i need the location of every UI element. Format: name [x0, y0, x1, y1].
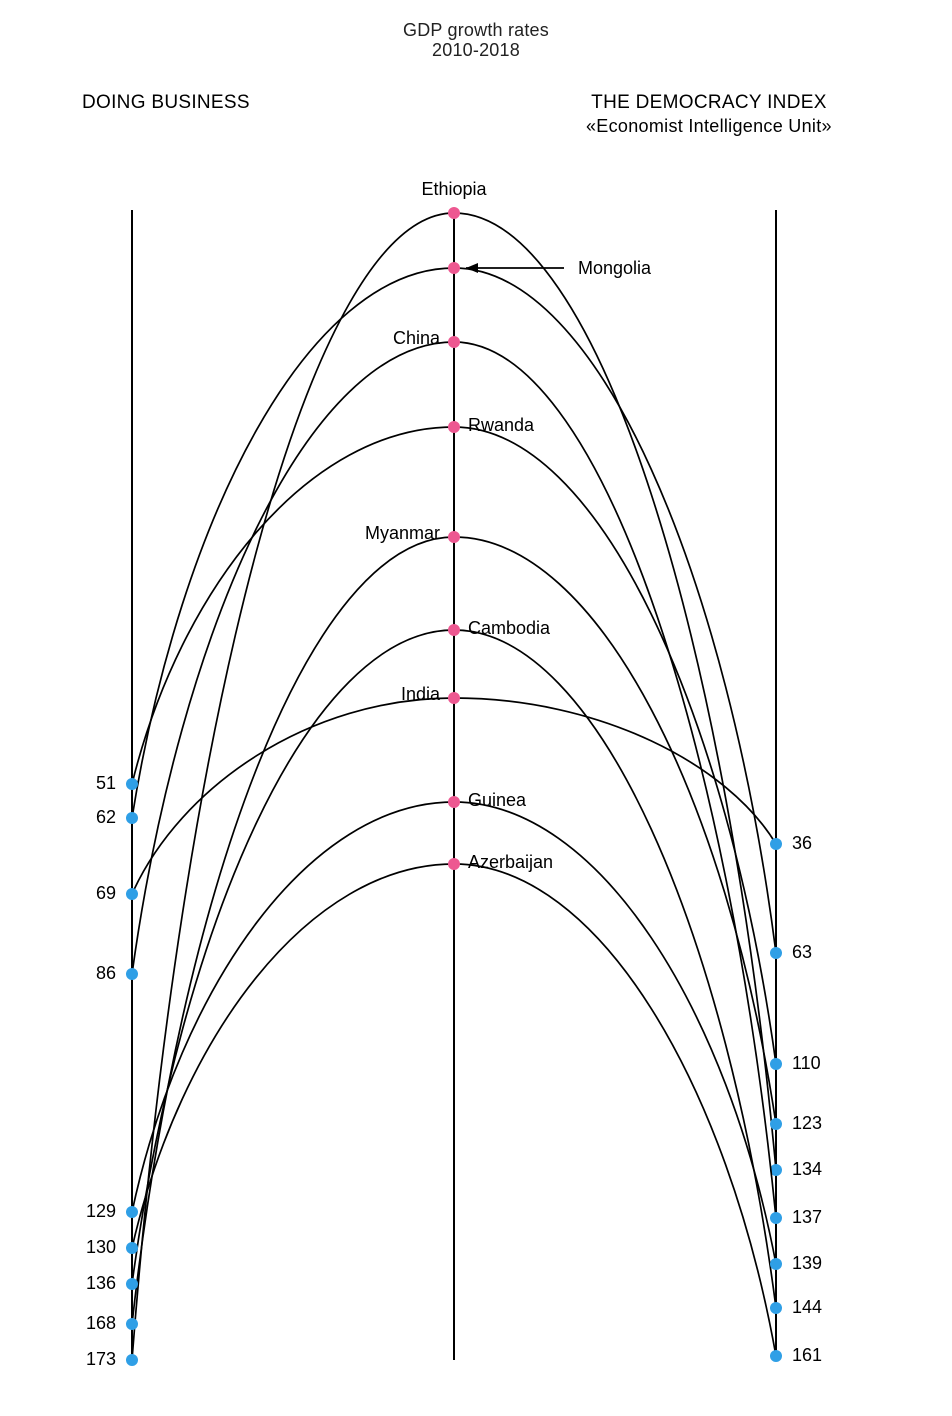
- right-rank-label: 134: [792, 1159, 822, 1180]
- chart-title-line1: GDP growth rates: [0, 20, 952, 41]
- country-label: Azerbaijan: [468, 852, 553, 873]
- left-rank-label: 69: [96, 883, 116, 904]
- left-rank-label: 129: [86, 1201, 116, 1222]
- country-label: Ethiopia: [414, 179, 494, 200]
- country-label: China: [393, 328, 440, 349]
- chart-title-line2: 2010-2018: [0, 40, 952, 61]
- right-rank-label: 110: [792, 1053, 821, 1074]
- left-rank-label: 62: [96, 807, 116, 828]
- right-rank-label: 36: [792, 833, 812, 854]
- left-rank-label: 86: [96, 963, 116, 984]
- right-rank-label: 123: [792, 1113, 822, 1134]
- right-rank-label: 144: [792, 1297, 822, 1318]
- left-column-heading: DOING BUSINESS: [82, 92, 250, 114]
- right-column-heading-text: THE DEMOCRACY INDEX: [591, 92, 827, 113]
- country-label: India: [401, 684, 440, 705]
- country-label: Mongolia: [578, 258, 651, 279]
- country-label: Cambodia: [468, 618, 550, 639]
- right-column-heading: THE DEMOCRACY INDEX «Economist Intellige…: [586, 92, 832, 137]
- right-rank-label: 161: [792, 1345, 822, 1366]
- left-rank-label: 51: [96, 773, 116, 794]
- right-column-subheading: «Economist Intelligence Unit»: [586, 116, 832, 137]
- right-rank-label: 63: [792, 942, 812, 963]
- country-label: Guinea: [468, 790, 526, 811]
- left-rank-label: 136: [86, 1273, 116, 1294]
- right-rank-label: 137: [792, 1207, 822, 1228]
- left-rank-label: 173: [86, 1349, 116, 1370]
- country-label: Rwanda: [468, 415, 534, 436]
- right-rank-label: 139: [792, 1253, 822, 1274]
- country-label: Myanmar: [365, 523, 440, 544]
- left-rank-label: 168: [86, 1313, 116, 1334]
- left-rank-label: 130: [86, 1237, 116, 1258]
